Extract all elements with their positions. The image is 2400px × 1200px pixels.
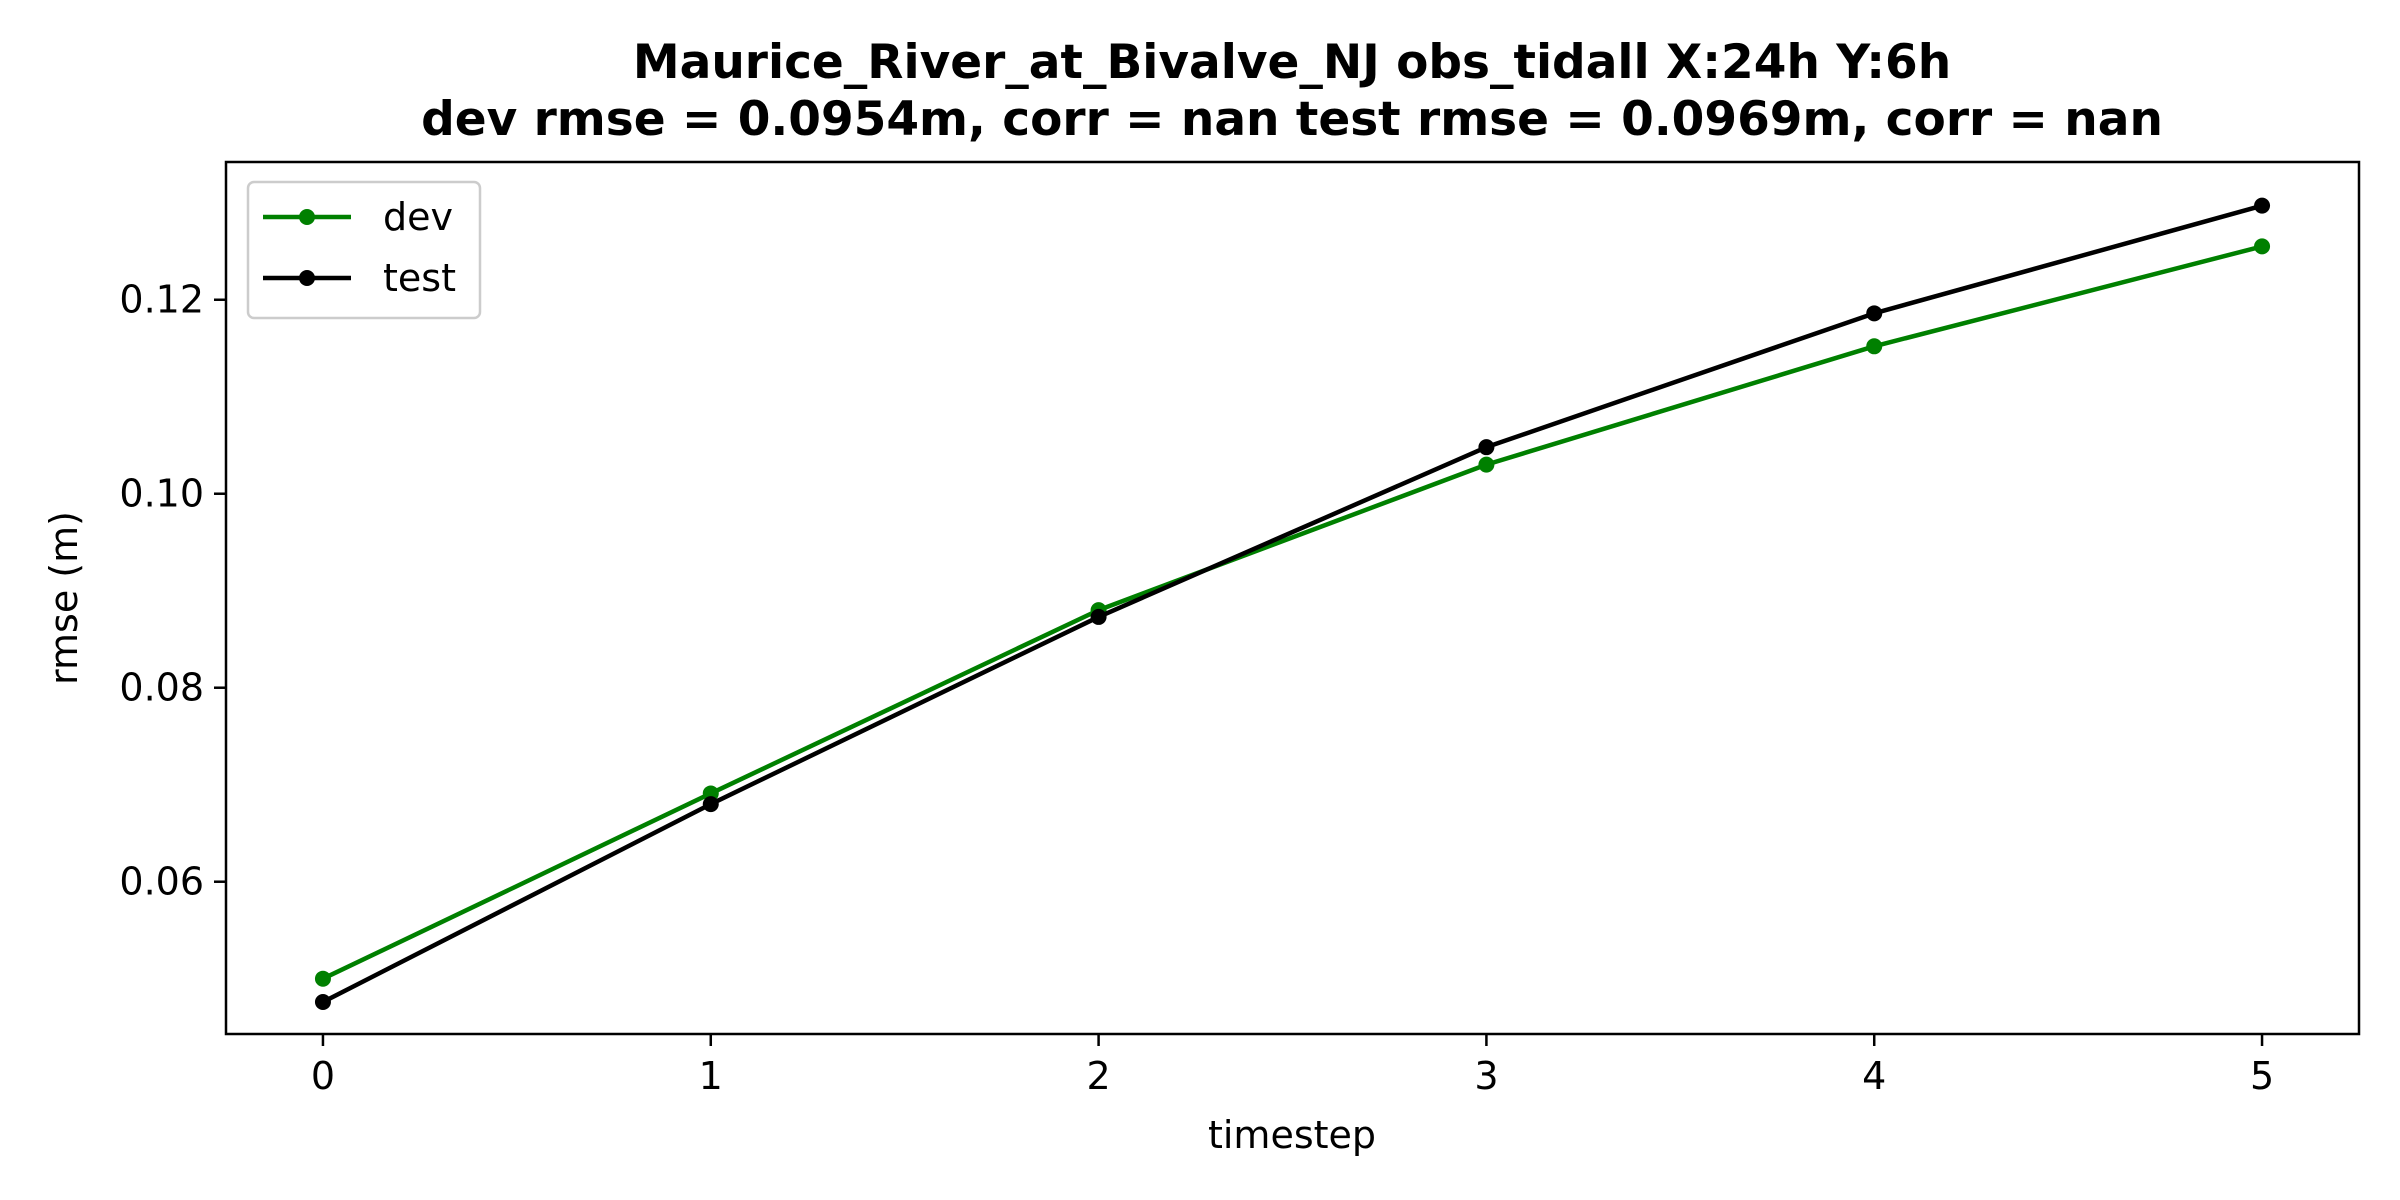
y-tick-label: 0.12 (119, 278, 204, 322)
x-tick-label: 2 (1086, 1054, 1110, 1098)
chart-title: Maurice_River_at_Bivalve_NJ obs_tidall X… (633, 35, 1951, 90)
x-axis-label: timestep (1208, 1113, 1376, 1157)
data-point-test (2254, 197, 2271, 214)
data-point-dev (1866, 338, 1883, 355)
legend-dev-marker (299, 209, 315, 225)
plot-frame (224, 160, 2361, 1036)
legend-test-label: test (383, 256, 456, 300)
y-axis: 0.06 0.08 0.10 0.12 (119, 278, 226, 904)
legend-test-marker (299, 270, 315, 286)
data-point-test (314, 993, 331, 1010)
y-tick-label: 0.08 (119, 666, 204, 710)
x-axis: 0 1 2 3 4 5 (311, 1034, 2274, 1098)
data-point-dev (1478, 456, 1495, 473)
data-point-test (1478, 439, 1495, 456)
data-point-test (1090, 608, 1107, 625)
data-point-dev (314, 970, 331, 987)
x-tick-label: 3 (1474, 1054, 1498, 1098)
chart-subtitle: dev rmse = 0.0954m, corr = nan test rmse… (421, 92, 2163, 147)
series-line-test (321, 203, 2263, 1004)
x-tick-label: 4 (1862, 1054, 1886, 1098)
plot-area (224, 160, 2361, 1036)
x-tick-label: 0 (311, 1054, 335, 1098)
series-layer (314, 197, 2271, 1010)
data-point-dev (2254, 238, 2271, 255)
series-line-dev (321, 244, 2263, 981)
y-tick-label: 0.10 (119, 472, 204, 516)
data-point-test (702, 796, 719, 813)
data-point-test (1866, 305, 1883, 322)
y-tick-label: 0.06 (119, 860, 204, 904)
legend-dev-label: dev (383, 195, 453, 239)
legend: dev test (246, 180, 482, 320)
y-axis-label: rmse (m) (42, 511, 86, 685)
x-tick-label: 1 (699, 1054, 723, 1098)
x-tick-label: 5 (2250, 1054, 2274, 1098)
